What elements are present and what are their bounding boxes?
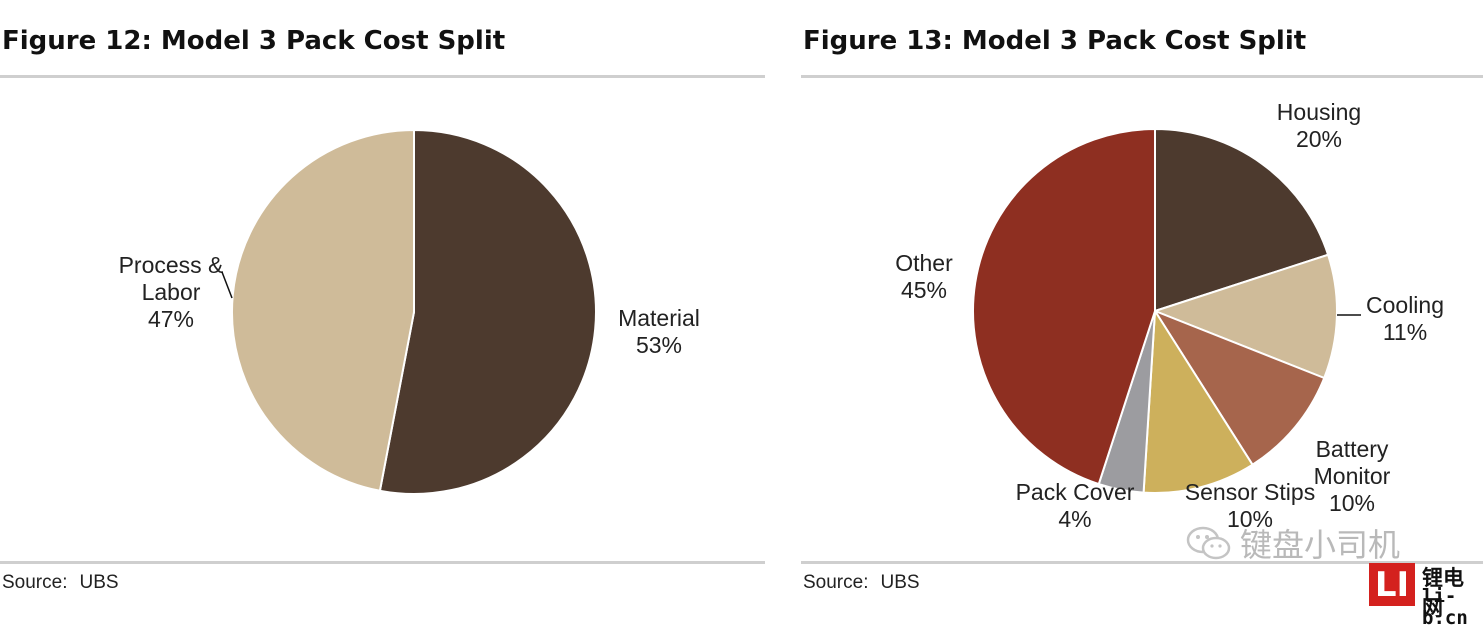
figure-12-top-rule	[0, 75, 765, 78]
slice-percent-label: 10%	[1227, 506, 1273, 532]
slice-category-label: Process &	[119, 252, 224, 278]
figure-13-slice-cooling	[1152, 253, 1338, 380]
li-b-logo-domain: li-b.cn	[1422, 585, 1468, 629]
figure-12-source-label: Source:	[2, 572, 68, 593]
slice-percent-label: 47%	[148, 306, 194, 332]
li-b-logo-mark: LI	[1369, 563, 1415, 606]
figure-12-bottom-rule	[0, 561, 765, 564]
wechat-watermark: 键盘小司机	[1186, 523, 1401, 564]
figure-13-slice-battery-monitor	[1152, 308, 1326, 467]
figure-12-leader-line-process-and-labor	[221, 271, 233, 299]
figure-12-source-value: UBS	[79, 572, 119, 593]
slice-category-label: Material	[618, 305, 700, 331]
figure-13-slice-other	[972, 127, 1156, 486]
slice-percent-label: 11%	[1383, 319, 1427, 345]
slice-percent-label: 4%	[1058, 506, 1091, 532]
li-b-logo-name: 锂电网	[1422, 566, 1464, 620]
figure-13-slice-housing	[1154, 127, 1330, 313]
figure-12-panel: Figure 12: Model 3 Pack Cost Split Mater…	[0, 0, 765, 609]
figure-12-slice-process-and-labor	[231, 128, 415, 492]
watermark-text: 键盘小司机	[1240, 526, 1401, 564]
wechat-icon	[1186, 526, 1231, 560]
slice-category-label: Monitor	[1314, 463, 1391, 489]
figure-12-slice-material	[378, 128, 597, 495]
slice-percent-label: 20%	[1296, 126, 1342, 152]
slice-percent-label: 53%	[636, 332, 682, 358]
slice-category-label: Pack Cover	[1016, 479, 1135, 505]
figure-13-pie-chart: Housing20%Cooling11%BatteryMonitor10%Sen…	[895, 99, 1444, 532]
figure-13-slice-sensor-stips	[1142, 307, 1254, 494]
slice-category-label: Cooling	[1366, 292, 1444, 318]
slice-percent-label: 45%	[901, 277, 947, 303]
figure-13-panel: Figure 13: Model 3 Pack Cost Split Housi…	[801, 0, 1483, 609]
slice-category-label: Sensor Stips	[1185, 479, 1315, 505]
slice-category-label: Other	[895, 250, 953, 276]
figure-13-source: Source: UBS	[803, 572, 920, 594]
figure-13-bottom-rule	[801, 561, 1483, 564]
figure-13-source-label: Source:	[803, 572, 869, 593]
slice-category-label: Housing	[1277, 99, 1361, 125]
figure-13-title: Figure 13: Model 3 Pack Cost Split	[803, 26, 1307, 56]
figure-12-title: Figure 12: Model 3 Pack Cost Split	[2, 26, 506, 56]
figure-12-source: Source: UBS	[2, 572, 119, 594]
slice-percent-label: 10%	[1329, 490, 1375, 516]
figure-13-top-rule	[801, 75, 1483, 78]
slice-category-label: Battery	[1316, 436, 1389, 462]
slice-category-label: Labor	[142, 279, 201, 305]
figure-13-source-value: UBS	[880, 572, 920, 593]
